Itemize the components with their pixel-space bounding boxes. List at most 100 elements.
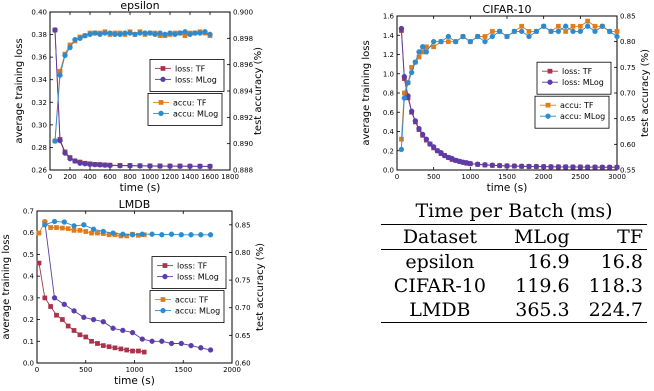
data-point [95, 341, 100, 346]
data-point [533, 28, 539, 35]
y2-tick-label: 0.60 [620, 141, 636, 149]
data-point [83, 229, 89, 234]
data-point [48, 304, 54, 309]
data-point [431, 44, 437, 50]
table-cell: 224.7 [573, 298, 647, 323]
legend-label: loss: TF [177, 262, 208, 271]
data-point [129, 329, 136, 336]
data-point [117, 31, 123, 38]
data-point [110, 230, 116, 236]
data-point [431, 144, 437, 150]
data-point [188, 232, 194, 238]
data-point [42, 295, 48, 301]
data-point [81, 314, 87, 321]
data-point [83, 334, 89, 340]
data-point [467, 160, 473, 167]
y-axis-label: average training loss [361, 40, 372, 145]
legend-marker [160, 76, 166, 83]
data-point [102, 30, 108, 36]
data-point [87, 161, 93, 168]
table-cell: CIFAR-10 [393, 275, 486, 297]
data-point [167, 163, 173, 169]
legend-marker [160, 307, 166, 314]
data-point [614, 164, 620, 170]
data-point [420, 131, 426, 138]
data-point [555, 23, 561, 29]
data-point [172, 31, 178, 38]
x-tick-label: 0 [395, 173, 399, 181]
data-point [197, 30, 203, 36]
data-point [482, 34, 488, 39]
data-point [127, 30, 133, 36]
data-point [130, 348, 135, 354]
y-tick-label: 0.4 [23, 273, 35, 281]
data-point [65, 226, 71, 232]
x-tick-label: 1000 [141, 173, 159, 181]
x-tick-label: 1200 [161, 173, 179, 181]
y-tick-label: 0.0 [23, 360, 34, 368]
data-point [120, 327, 126, 334]
y2-tick-label: 0.70 [235, 304, 251, 312]
data-point [541, 23, 547, 29]
data-point [132, 31, 138, 38]
data-point [77, 35, 83, 41]
data-point [124, 347, 130, 353]
data-point [399, 136, 404, 142]
data-point [585, 23, 591, 29]
table-cell: LMDB [381, 298, 499, 323]
data-point [599, 23, 605, 29]
chart-cifar10: 0 500 1000 1500 2000 2500 3000 0.0 0.2 0.4 0.6 0.8 1… [361, 3, 651, 194]
data-point [117, 163, 123, 169]
x-tick-label: 400 [83, 173, 96, 181]
y-axis-label: average training loss [14, 38, 25, 143]
y2-tick-label: 0.65 [235, 332, 251, 340]
data-point [87, 31, 93, 38]
legend-frame [534, 95, 610, 129]
data-point [71, 223, 77, 229]
data-point [405, 80, 411, 86]
y2-tick-label: 0.60 [235, 360, 251, 368]
y2-tick-label: 0.65 [620, 115, 636, 123]
data-point [570, 23, 576, 29]
data-point [102, 162, 108, 168]
data-point [438, 150, 444, 156]
data-point [67, 44, 73, 51]
data-point [72, 158, 78, 164]
data-point [187, 31, 193, 38]
series-line [400, 28, 617, 168]
data-point [141, 349, 147, 355]
data-point [497, 162, 503, 169]
legend-accu: accu: TF accu: MLog [147, 93, 223, 126]
data-point [72, 37, 78, 43]
data-point [139, 231, 145, 237]
data-point [127, 163, 133, 169]
data-point [159, 232, 165, 238]
y2-tick-label: 0.894 [233, 88, 254, 96]
data-point [563, 23, 569, 29]
data-point [81, 222, 87, 228]
data-point [475, 33, 481, 40]
data-point [142, 30, 148, 36]
data-point [182, 29, 188, 35]
y-tick-label: 0.34 [31, 76, 47, 84]
data-point [139, 336, 145, 342]
legend-marker [545, 102, 551, 108]
data-point [398, 25, 405, 32]
y-tick-label: 0.32 [31, 99, 47, 107]
data-point [548, 164, 554, 170]
data-point [152, 31, 158, 38]
data-point [122, 30, 128, 36]
table-header-row: Dataset MLog TF [381, 224, 647, 250]
series-line [400, 25, 618, 150]
x-axis-label: time (s) [120, 182, 161, 194]
y-tick-label: 1.6 [383, 13, 395, 21]
data-point [136, 348, 141, 354]
x-tick-label: 0 [35, 366, 39, 374]
data-point [95, 230, 100, 236]
data-point [100, 319, 106, 325]
data-point [120, 231, 126, 237]
data-point [533, 163, 539, 170]
data-point [61, 301, 67, 308]
data-point [149, 338, 155, 344]
legend-label: accu: MLog [175, 307, 220, 316]
